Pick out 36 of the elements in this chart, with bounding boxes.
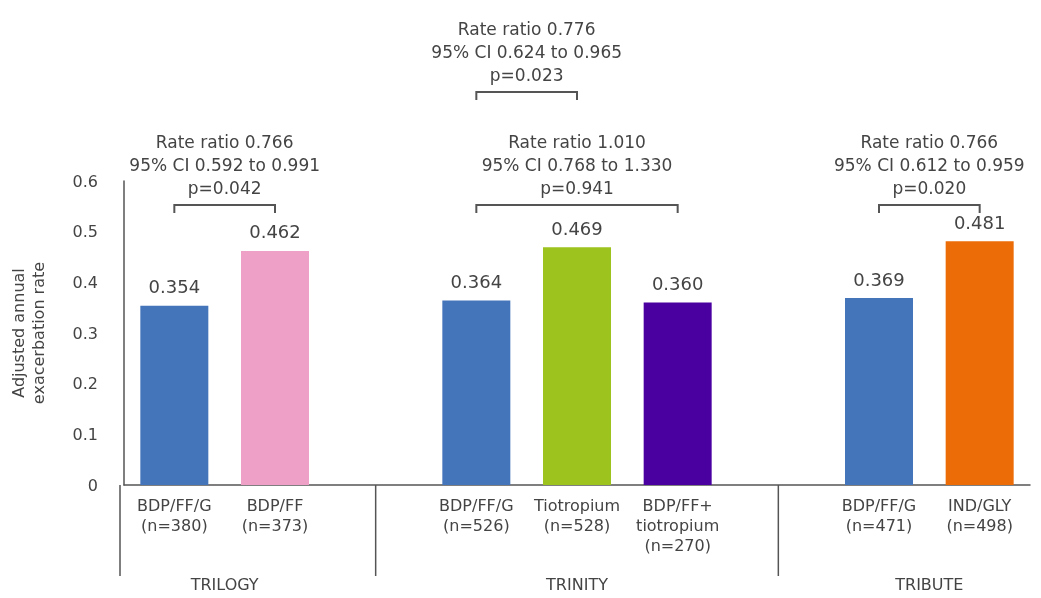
y-tick-label: 0.6 [72,171,98,191]
y-tick-label: 0.1 [72,424,98,444]
annotation: Rate ratio 0.766 95% CI 0.612 to 0.959 p=0.020 [833,131,1025,198]
x-tick-label: BDP/FF/G (n=380) [137,495,212,535]
text: Rate ratio 0.776 95% CI 0.624 to 0.965 p=0.023 [431,18,623,85]
bar [543,247,611,485]
y-tick-label: 0.3 [72,323,98,343]
x-tick-label: BDP/FF/G (n=471) [841,495,917,535]
y-tick-label: 0.5 [72,222,98,242]
annotation: Rate ratio 1.010 95% CI 0.768 to 1.330 p=0.941 [481,131,673,198]
x-tick-label: IND/GLY (n=498) [946,495,1013,535]
y-tick-label: 0 [87,475,98,495]
x-tick-label: Tiotropium (n=528) [532,495,621,535]
data-label: 0.481 [953,211,1006,233]
y-tick-label: 0.2 [72,374,98,394]
data-label: 0.354 [148,276,201,298]
text: TRIBUTE [894,574,964,594]
annotation: Rate ratio 0.766 95% CI 0.592 to 0.991 p=0.042 [129,131,321,198]
y-axis-title: Adjusted annual exacerbation rate [8,261,48,405]
bar [845,298,913,485]
text: TRINITY [545,574,609,594]
bar [643,302,712,485]
data-label: 0.369 [853,268,905,290]
x-tick-label: BDP/FF+ tiotropium (n=270) [636,495,720,555]
x-tick-label: BDP/FF (n=373) [241,495,309,535]
data-label: 0.469 [551,217,603,239]
y-tick-label: 0.4 [72,272,98,292]
bar [140,305,209,485]
bar [945,241,1014,485]
data-label: 0.462 [249,221,301,243]
data-label: 0.364 [450,271,503,293]
bar [241,250,309,485]
x-tick-label: BDP/FF/G (n=526) [439,495,514,535]
bar [442,300,511,485]
data-label: 0.360 [651,273,704,295]
text: TRILOGY [189,574,259,594]
